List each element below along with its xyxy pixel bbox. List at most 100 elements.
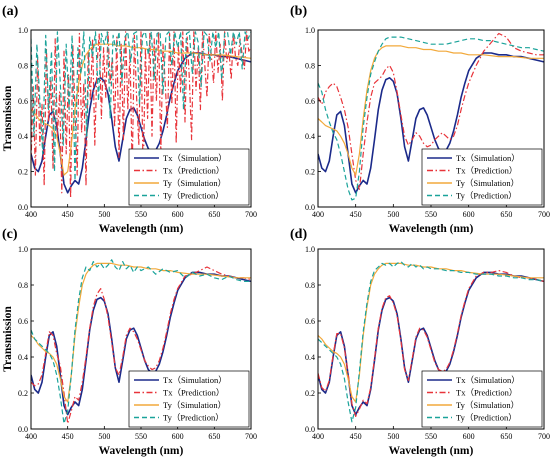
x-tick-label: 500 (98, 210, 110, 219)
y-tick-label: 0.4 (305, 132, 315, 141)
legend-entry-0: Tx（Simulation） (456, 375, 520, 385)
legend: Tx（Simulation） Tx（Prediction） Ty（Simulatio… (421, 148, 543, 206)
chart-panel-1: 400 450 500 550 600 650 700 0.0 0.2 0.4 0.6 0.8 1.0 W… (290, 4, 550, 235)
y-tick-label: 1.0 (18, 26, 28, 35)
y-tick-label: 0.8 (18, 61, 28, 70)
x-tick-label: 550 (425, 210, 437, 219)
series-line-3 (31, 31, 251, 181)
legend-entry-2: Ty（Simulation） (163, 178, 226, 188)
x-tick-label: 500 (387, 432, 399, 441)
x-tick-label: 700 (245, 432, 257, 441)
x-tick-label: 400 (25, 210, 37, 219)
y-tick-label: 0.6 (305, 317, 315, 326)
legend-entry-1: Tx（Prediction） (456, 166, 517, 176)
x-tick-label: 550 (135, 210, 147, 219)
x-tick-label: 650 (500, 210, 512, 219)
x-tick-label: 600 (172, 210, 184, 219)
x-axis-title: Wavelength (nm) (389, 445, 474, 457)
y-tick-label: 0.6 (18, 97, 28, 106)
x-tick-label: 650 (208, 210, 220, 219)
series-group (31, 31, 251, 199)
x-tick-label: 600 (463, 210, 475, 219)
legend-entry-0: Tx（Simulation） (163, 375, 227, 385)
legend-entry-2: Ty（Simulation） (163, 400, 226, 410)
x-tick-label: 550 (135, 432, 147, 441)
y-axis-title: Transmission (2, 306, 14, 372)
x-tick-label: 450 (350, 432, 362, 441)
x-axis-title: Wavelength (nm) (99, 223, 184, 235)
y-tick-label: 0.8 (305, 61, 315, 70)
series-line-3 (318, 36, 544, 201)
y-tick-label: 0.0 (305, 425, 315, 434)
legend-entry-1: Tx（Prediction） (456, 388, 517, 398)
legend-entry-1: Tx（Prediction） (163, 388, 224, 398)
series-line-3 (31, 259, 251, 425)
panel-label: (b) (290, 4, 307, 19)
legend: Tx（Simulation） Tx（Prediction） Ty（Simulatio… (421, 370, 543, 428)
x-tick-label: 400 (312, 432, 324, 441)
panel-label: (c) (2, 227, 18, 242)
y-tick-label: 0.2 (18, 168, 28, 177)
y-axis-title: Transmission (2, 85, 14, 151)
chart-panel-3: 400 450 500 550 600 650 700 0.0 0.2 0.4 0.6 0.8 1.0 W… (290, 227, 550, 457)
y-tick-label: 0.6 (305, 97, 315, 106)
y-tick-label: 0.0 (18, 203, 28, 212)
y-tick-label: 0.4 (18, 132, 28, 141)
x-tick-label: 450 (62, 210, 74, 219)
x-tick-label: 700 (538, 432, 550, 441)
panel-label: (d) (290, 227, 307, 242)
y-tick-label: 0.0 (18, 425, 28, 434)
legend-entry-2: Ty（Simulation） (456, 178, 519, 188)
x-tick-label: 700 (538, 210, 550, 219)
series-line-2 (31, 43, 251, 176)
y-tick-label: 0.2 (18, 389, 28, 398)
y-tick-label: 0.8 (305, 281, 315, 290)
x-tick-label: 550 (425, 432, 437, 441)
series-line-1 (318, 32, 544, 190)
legend-entry-3: Ty（Prediction） (163, 191, 224, 201)
y-tick-label: 1.0 (305, 26, 315, 35)
x-tick-label: 500 (98, 432, 110, 441)
x-axis-title: Wavelength (nm) (99, 445, 184, 457)
legend-entry-2: Ty（Simulation） (456, 400, 519, 410)
y-tick-label: 1.0 (305, 245, 315, 254)
legend-entry-3: Ty（Prediction） (456, 413, 517, 423)
legend-entry-0: Tx（Simulation） (456, 153, 520, 163)
y-tick-label: 0.4 (305, 353, 315, 362)
legend-entry-0: Tx（Simulation） (163, 153, 227, 163)
legend: Tx（Simulation） Tx（Prediction） Ty（Simulatio… (128, 148, 250, 206)
x-tick-label: 650 (208, 432, 220, 441)
series-line-2 (31, 262, 251, 403)
y-tick-label: 0.6 (18, 317, 28, 326)
x-tick-label: 650 (500, 432, 512, 441)
y-tick-label: 0.8 (18, 281, 28, 290)
series-line-1 (31, 31, 251, 199)
x-tick-label: 450 (62, 432, 74, 441)
legend: Tx（Simulation） Tx（Prediction） Ty（Simulatio… (128, 370, 250, 428)
y-tick-label: 1.0 (18, 245, 28, 254)
series-line-2 (318, 45, 544, 176)
series-group (318, 32, 544, 201)
legend-entry-1: Tx（Prediction） (163, 166, 224, 176)
y-tick-label: 0.4 (18, 353, 28, 362)
x-tick-label: 600 (172, 432, 184, 441)
x-tick-label: 700 (245, 210, 257, 219)
series-line-3 (318, 261, 544, 423)
series-group (31, 259, 251, 425)
legend-entry-3: Ty（Prediction） (456, 191, 517, 201)
y-tick-label: 0.2 (305, 168, 315, 177)
x-tick-label: 500 (387, 210, 399, 219)
x-tick-label: 450 (350, 210, 362, 219)
legend-entry-3: Ty（Prediction） (163, 413, 224, 423)
y-tick-label: 0.0 (305, 203, 315, 212)
x-tick-label: 400 (25, 432, 37, 441)
chart-panel-0: 400 450 500 550 600 650 700 0.0 0.2 0.4 0.6 0.8 1.0 W… (2, 4, 257, 235)
chart-panel-2: 400 450 500 550 600 650 700 0.0 0.2 0.4 0.6 0.8 1.0 W… (2, 227, 257, 457)
x-tick-label: 600 (463, 432, 475, 441)
series-group (318, 261, 544, 423)
x-tick-label: 400 (312, 210, 324, 219)
panel-label: (a) (2, 4, 19, 19)
y-tick-label: 0.2 (305, 389, 315, 398)
x-axis-title: Wavelength (nm) (389, 223, 474, 235)
